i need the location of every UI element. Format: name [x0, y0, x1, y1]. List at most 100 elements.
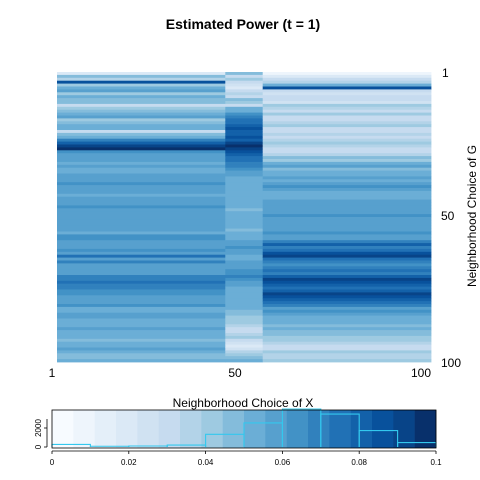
- heatmap-cell: [262, 182, 432, 186]
- color-key-cell: [265, 410, 287, 448]
- x-tick-label: 1: [49, 366, 56, 380]
- heatmap-cell: [225, 72, 264, 76]
- color-key-cell: [329, 410, 351, 448]
- heatmap-cell: [57, 257, 226, 261]
- heatmap-cell: [57, 89, 226, 93]
- heatmap-cell: [57, 359, 226, 363]
- heatmap-cell: [262, 106, 432, 111]
- heatmap-cell: [57, 83, 226, 87]
- heatmap-cell: [57, 214, 226, 218]
- color-key-title: Neighborhood Choice of X: [173, 396, 314, 410]
- heatmap-cell: [262, 324, 432, 328]
- key-y-tick-label: 0: [34, 444, 43, 449]
- heatmap-cell: [262, 333, 432, 337]
- heatmap-cell: [57, 341, 226, 345]
- heatmap-cell: [225, 228, 264, 232]
- color-key-cell: [158, 410, 181, 448]
- heatmap-cell: [57, 251, 226, 256]
- key-x-tick-label: 0.08: [351, 458, 367, 467]
- heatmap-cell: [225, 182, 264, 186]
- heatmap-cell: [225, 147, 264, 151]
- heatmap-cell: [262, 275, 432, 279]
- key-x-tick-label: 0.06: [275, 458, 291, 467]
- heatmap-cell: [262, 359, 432, 363]
- heatmap-cell: [262, 347, 432, 351]
- color-key-cell: [94, 410, 117, 448]
- heatmap-cell: [57, 211, 226, 215]
- heatmap-cell: [262, 153, 432, 157]
- heatmap-cell: [57, 335, 226, 340]
- heatmap-cell: [225, 193, 264, 198]
- color-key-cell: [244, 410, 266, 448]
- heatmap-cell: [262, 121, 432, 125]
- heatmap-cell: [57, 185, 226, 189]
- heatmap-cell: [262, 118, 432, 122]
- heatmap-cell: [225, 237, 264, 241]
- heatmap-cell: [262, 246, 432, 250]
- heatmap-cell: [57, 263, 226, 267]
- y-tick-label: 100: [441, 356, 461, 370]
- heatmap-cell: [225, 254, 264, 258]
- heatmap-cell: [57, 164, 226, 169]
- heatmap-cell: [262, 109, 432, 113]
- heatmap-cell: [57, 103, 226, 108]
- heatmap-cell: [57, 135, 226, 140]
- heatmap-cell: [262, 251, 432, 256]
- heatmap-cell: [57, 199, 226, 203]
- heatmap-cell: [57, 277, 226, 282]
- heatmap-cell: [262, 304, 432, 308]
- heatmap-cell: [262, 164, 432, 169]
- heatmap-cell: [225, 283, 264, 287]
- color-key-cell: [201, 410, 223, 448]
- heatmap-cell: [57, 243, 226, 247]
- heatmap-cell: [262, 243, 432, 247]
- heatmap-cell: [225, 179, 264, 183]
- heatmap-cell: [262, 350, 432, 354]
- heatmap-cell: [225, 115, 264, 119]
- heatmap-cell: [225, 173, 264, 177]
- heatmap-cell: [262, 74, 432, 79]
- heatmap-cell: [262, 205, 432, 209]
- heatmap-cell: [225, 118, 264, 122]
- heatmap-cell: [57, 188, 226, 192]
- heatmap-cell: [57, 121, 226, 125]
- x-tick-label: 50: [228, 366, 242, 380]
- heatmap-cell: [225, 251, 264, 256]
- heatmap-cell: [225, 80, 264, 84]
- heatmap-cell: [262, 228, 432, 232]
- heatmap-cell: [57, 356, 226, 360]
- heatmap-cell: [262, 176, 432, 180]
- heatmap-cell: [262, 315, 432, 319]
- heatmap-cell: [262, 289, 432, 293]
- heatmap-cell: [225, 335, 264, 340]
- heatmap-cell: [225, 161, 264, 166]
- heatmap-cell: [225, 109, 264, 113]
- heatmap-cell: [57, 289, 226, 293]
- heatmap-cell: [225, 260, 264, 264]
- heatmap-cell: [57, 208, 226, 212]
- heatmap-cell: [225, 95, 264, 99]
- key-x-tick-label: 0.02: [121, 458, 137, 467]
- heatmap-cell: [57, 275, 226, 279]
- key-y-tick-label: 2000: [34, 419, 43, 437]
- heatmap-cell: [57, 353, 226, 357]
- heatmap-cell: [57, 170, 226, 174]
- heatmap-cell: [262, 338, 432, 343]
- heatmap-cell: [225, 202, 264, 206]
- heatmap-cell: [225, 344, 264, 348]
- heatmap-cell: [225, 135, 264, 140]
- heatmap-cell: [225, 225, 264, 229]
- heatmap-cell: [262, 185, 432, 189]
- heatmap-cell: [262, 161, 432, 166]
- heatmap-cell: [262, 150, 432, 154]
- heatmap-cell: [225, 214, 264, 218]
- color-key-cell: [393, 410, 415, 448]
- heatmap-cell: [262, 144, 432, 148]
- heatmap-cell: [57, 193, 226, 198]
- heatmap-cell: [57, 112, 226, 116]
- heatmap-cell: [57, 283, 226, 287]
- heatmap-cell: [262, 173, 432, 177]
- heatmap-cell: [225, 312, 264, 316]
- heatmap-cell: [225, 98, 264, 102]
- heatmap-cell: [262, 112, 432, 116]
